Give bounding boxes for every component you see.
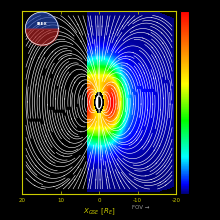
FancyArrowPatch shape [114, 87, 115, 88]
FancyArrowPatch shape [162, 160, 163, 161]
FancyArrowPatch shape [31, 29, 32, 30]
FancyArrowPatch shape [41, 148, 42, 150]
FancyArrowPatch shape [53, 186, 54, 187]
FancyArrowPatch shape [132, 27, 133, 28]
FancyArrowPatch shape [155, 56, 156, 57]
FancyArrowPatch shape [156, 163, 157, 164]
FancyArrowPatch shape [90, 28, 91, 30]
FancyArrowPatch shape [69, 23, 70, 24]
FancyArrowPatch shape [130, 69, 131, 70]
FancyArrowPatch shape [116, 117, 117, 118]
FancyArrowPatch shape [159, 145, 160, 147]
FancyArrowPatch shape [148, 141, 149, 142]
FancyArrowPatch shape [120, 73, 121, 74]
FancyArrowPatch shape [162, 43, 163, 44]
FancyArrowPatch shape [50, 163, 51, 164]
FancyArrowPatch shape [70, 129, 71, 130]
FancyArrowPatch shape [34, 185, 35, 186]
FancyArrowPatch shape [134, 20, 135, 21]
Y-axis label: Differential Flux [ENAs/(cm² sr s keV)]: Differential Flux [ENAs/(cm² sr s keV)] [207, 56, 212, 149]
FancyArrowPatch shape [144, 72, 145, 74]
FancyArrowPatch shape [82, 85, 83, 86]
FancyArrowPatch shape [68, 67, 69, 68]
FancyArrowPatch shape [74, 77, 75, 78]
FancyArrowPatch shape [39, 159, 40, 160]
FancyArrowPatch shape [117, 164, 118, 165]
FancyArrowPatch shape [142, 146, 143, 147]
FancyArrowPatch shape [151, 179, 152, 180]
FancyArrowPatch shape [129, 59, 130, 60]
FancyArrowPatch shape [61, 58, 62, 59]
FancyArrowPatch shape [52, 51, 53, 52]
FancyArrowPatch shape [31, 58, 32, 59]
FancyArrowPatch shape [165, 181, 166, 182]
FancyArrowPatch shape [122, 26, 123, 27]
FancyArrowPatch shape [123, 120, 124, 121]
FancyArrowPatch shape [45, 141, 46, 142]
FancyArrowPatch shape [87, 91, 88, 92]
FancyArrowPatch shape [160, 182, 161, 183]
FancyArrowPatch shape [136, 131, 137, 132]
FancyArrowPatch shape [35, 37, 36, 38]
FancyArrowPatch shape [78, 167, 79, 168]
FancyArrowPatch shape [141, 139, 142, 140]
FancyArrowPatch shape [71, 118, 72, 119]
FancyArrowPatch shape [79, 83, 80, 84]
FancyArrowPatch shape [48, 150, 49, 151]
FancyArrowPatch shape [69, 58, 70, 59]
FancyArrowPatch shape [143, 65, 144, 66]
FancyArrowPatch shape [62, 143, 63, 144]
FancyArrowPatch shape [36, 165, 37, 166]
FancyArrowPatch shape [154, 181, 155, 182]
FancyArrowPatch shape [66, 66, 67, 67]
FancyArrowPatch shape [120, 181, 121, 182]
FancyArrowPatch shape [84, 172, 85, 173]
FancyArrowPatch shape [164, 56, 165, 57]
FancyArrowPatch shape [126, 74, 127, 75]
FancyArrowPatch shape [117, 29, 118, 30]
FancyArrowPatch shape [55, 53, 56, 54]
FancyArrowPatch shape [111, 112, 112, 113]
FancyArrowPatch shape [128, 128, 129, 129]
FancyArrowPatch shape [44, 181, 45, 182]
FancyArrowPatch shape [50, 157, 51, 158]
FancyArrowPatch shape [74, 179, 75, 180]
FancyArrowPatch shape [69, 131, 70, 132]
FancyArrowPatch shape [67, 134, 68, 135]
FancyArrowPatch shape [55, 127, 56, 128]
FancyArrowPatch shape [122, 84, 123, 85]
FancyArrowPatch shape [33, 18, 34, 19]
FancyArrowPatch shape [129, 181, 130, 182]
X-axis label: $X_{GSE}\ [R_E]$: $X_{GSE}\ [R_E]$ [83, 206, 115, 217]
FancyArrowPatch shape [64, 175, 65, 176]
FancyArrowPatch shape [45, 169, 46, 170]
FancyArrowPatch shape [82, 115, 83, 116]
Text: IBEX: IBEX [37, 22, 47, 26]
FancyArrowPatch shape [88, 43, 89, 45]
FancyArrowPatch shape [121, 115, 122, 116]
FancyArrowPatch shape [129, 133, 130, 134]
FancyArrowPatch shape [164, 166, 165, 167]
FancyArrowPatch shape [120, 129, 121, 130]
FancyArrowPatch shape [79, 33, 80, 34]
FancyArrowPatch shape [44, 52, 45, 53]
FancyArrowPatch shape [43, 43, 44, 44]
FancyArrowPatch shape [41, 24, 42, 25]
FancyArrowPatch shape [88, 169, 89, 170]
FancyArrowPatch shape [136, 140, 137, 141]
Wedge shape [96, 96, 99, 109]
FancyArrowPatch shape [30, 168, 31, 169]
FancyArrowPatch shape [116, 40, 117, 42]
Wedge shape [99, 96, 102, 109]
FancyArrowPatch shape [34, 180, 35, 181]
FancyArrowPatch shape [57, 76, 58, 77]
FancyArrowPatch shape [157, 22, 158, 23]
FancyArrowPatch shape [162, 18, 163, 19]
FancyArrowPatch shape [131, 142, 132, 143]
FancyArrowPatch shape [151, 30, 152, 31]
Text: FOV →: FOV → [132, 205, 149, 210]
